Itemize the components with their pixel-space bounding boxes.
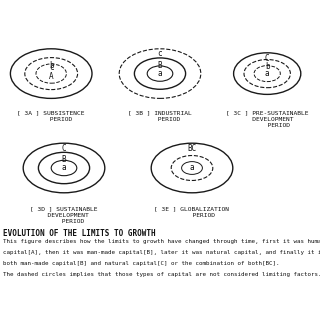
Text: A: A — [49, 72, 53, 81]
Text: C: C — [265, 54, 269, 63]
Text: EVOLUTION OF THE LIMITS TO GROWTH: EVOLUTION OF THE LIMITS TO GROWTH — [3, 229, 156, 238]
Text: a: a — [190, 164, 194, 172]
Text: [ 3D ] SUSTAINABLE
  DEVELOPMENT
     PERIOD: [ 3D ] SUSTAINABLE DEVELOPMENT PERIOD — [30, 206, 98, 224]
Text: The dashed circles implies that those types of capital are not considered limiti: The dashed circles implies that those ty… — [3, 272, 320, 277]
Text: capital[A], then it was man-made capital[B], later it was natural capital, and f: capital[A], then it was man-made capital… — [3, 250, 320, 255]
Text: b: b — [49, 61, 53, 70]
Text: C: C — [62, 144, 66, 153]
Text: [ 3A ] SUBSISTENCE
     PERIOD: [ 3A ] SUBSISTENCE PERIOD — [18, 110, 85, 122]
Text: This figure describes how the limits to growth have changed through time, first : This figure describes how the limits to … — [3, 239, 320, 244]
Text: [ 3C ] PRE-SUSTAINABLE
   DEVELOPMENT
      PERIOD: [ 3C ] PRE-SUSTAINABLE DEVELOPMENT PERIO… — [226, 110, 308, 128]
Text: B: B — [62, 156, 66, 164]
Text: b: b — [265, 62, 269, 71]
Text: B: B — [158, 61, 162, 70]
Text: [ 3E ] GLOBALIZATION
      PERIOD: [ 3E ] GLOBALIZATION PERIOD — [155, 206, 229, 218]
Text: c: c — [158, 49, 162, 58]
Text: a: a — [265, 69, 269, 78]
Text: BC: BC — [188, 144, 196, 153]
Text: a: a — [158, 69, 162, 78]
Text: c: c — [49, 63, 53, 72]
Text: a: a — [62, 164, 66, 172]
Text: both man-made capital[B] and natural capital[C] or the combination of both[BC].: both man-made capital[B] and natural cap… — [3, 261, 280, 266]
Text: [ 3B ] INDUSTRIAL
     PERIOD: [ 3B ] INDUSTRIAL PERIOD — [128, 110, 192, 122]
